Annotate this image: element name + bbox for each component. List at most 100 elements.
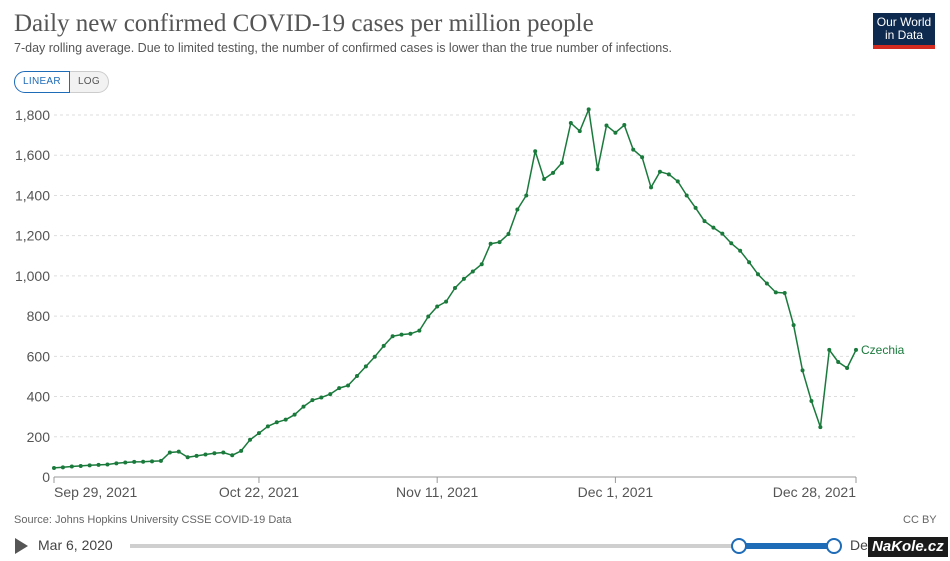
x-tick-label: Nov 11, 2021 xyxy=(396,484,478,500)
chart-title: Daily new confirmed COVID-19 cases per m… xyxy=(14,10,594,37)
data-point xyxy=(631,147,636,152)
data-point xyxy=(96,462,101,467)
data-point xyxy=(328,392,333,397)
data-point xyxy=(524,193,529,198)
line-chart: 0 200 400 600 800 1,000 1,200 1,400 1,600 1,800 S… xyxy=(15,107,905,500)
scale-toggle: LINEAR LOG xyxy=(14,71,109,93)
data-point xyxy=(479,262,484,267)
watermark: NaKole.cz xyxy=(868,537,948,557)
data-point xyxy=(791,323,796,328)
data-point xyxy=(346,383,351,388)
data-point xyxy=(542,176,547,181)
play-icon[interactable] xyxy=(15,538,28,554)
timeline-track[interactable] xyxy=(130,544,833,548)
data-point xyxy=(720,231,725,236)
data-point xyxy=(176,449,181,454)
data-point xyxy=(693,205,698,210)
data-point xyxy=(248,437,253,442)
data-point xyxy=(283,417,288,422)
gridlines xyxy=(54,114,856,478)
y-tick-label: 1,800 xyxy=(15,107,50,123)
timeline-start-handle[interactable] xyxy=(731,538,747,554)
data-point xyxy=(399,332,404,337)
y-tick-label: 600 xyxy=(27,348,51,364)
data-point xyxy=(319,395,324,400)
data-point xyxy=(497,240,502,245)
data-point xyxy=(390,334,395,339)
data-point xyxy=(354,374,359,379)
data-point xyxy=(800,368,805,373)
data-point xyxy=(141,459,146,464)
linear-scale-button[interactable]: LINEAR xyxy=(14,71,70,93)
data-point xyxy=(230,453,235,458)
data-point xyxy=(453,285,457,290)
data-point xyxy=(426,314,431,319)
data-point xyxy=(613,130,618,135)
data-point xyxy=(105,462,110,467)
data-point xyxy=(185,455,190,460)
data-point xyxy=(78,463,83,468)
data-point xyxy=(265,424,270,429)
data-point xyxy=(506,232,511,237)
data-point xyxy=(782,290,787,295)
data-point xyxy=(123,460,128,465)
data-point xyxy=(559,160,564,165)
data-point xyxy=(292,412,297,417)
y-tick-label: 200 xyxy=(27,429,51,445)
series-label: Czechia xyxy=(861,343,905,357)
data-point xyxy=(470,269,475,274)
data-point xyxy=(239,448,244,453)
timeline-start-label: Mar 6, 2020 xyxy=(38,537,113,553)
data-point xyxy=(738,248,743,253)
data-point xyxy=(702,219,707,224)
data-point xyxy=(622,123,627,128)
data-point xyxy=(150,459,155,464)
data-point xyxy=(764,281,769,286)
data-point xyxy=(114,461,119,466)
data-point xyxy=(711,225,716,230)
data-point xyxy=(435,304,440,309)
source-note[interactable]: Source: Johns Hopkins University CSSE CO… xyxy=(14,514,292,526)
data-point xyxy=(203,452,208,457)
data-point xyxy=(577,129,582,134)
timeline-selected-range[interactable] xyxy=(739,543,833,549)
timeline: Mar 6, 2020 Dec 28, 2021 xyxy=(0,532,950,560)
license-label[interactable]: CC BY xyxy=(903,514,937,526)
data-point xyxy=(827,347,832,352)
data-point xyxy=(818,425,823,430)
data-point xyxy=(773,290,778,295)
data-point xyxy=(221,450,226,455)
data-point xyxy=(301,404,306,409)
data-point xyxy=(158,458,163,463)
x-tick-label: Sep 29, 2021 xyxy=(54,484,138,500)
data-point xyxy=(337,386,342,391)
owid-logo[interactable]: Our World in Data xyxy=(873,13,935,49)
data-point xyxy=(256,431,261,436)
data-point xyxy=(533,149,538,154)
data-point xyxy=(595,167,600,172)
log-scale-button[interactable]: LOG xyxy=(69,71,109,93)
y-tick-label: 400 xyxy=(27,389,51,405)
data-point xyxy=(167,450,172,455)
data-point xyxy=(666,172,671,177)
data-point xyxy=(649,185,654,190)
data-point xyxy=(675,179,680,184)
x-tick-label: Dec 1, 2021 xyxy=(578,484,654,500)
data-point xyxy=(363,364,368,369)
data-point xyxy=(684,193,689,198)
data-point xyxy=(657,169,662,174)
y-tick-label: 800 xyxy=(27,308,51,324)
timeline-end-handle[interactable] xyxy=(826,538,842,554)
data-point xyxy=(381,343,386,348)
data-point xyxy=(755,272,760,277)
series-czechia: Czechia xyxy=(52,107,905,470)
x-axis: Sep 29, 2021 Oct 22, 2021 Nov 11, 2021 Dec … xyxy=(53,477,857,500)
data-point xyxy=(809,398,814,403)
y-tick-label: 1,000 xyxy=(15,268,50,284)
data-point xyxy=(417,328,422,333)
data-point xyxy=(747,260,752,265)
y-tick-label: 1,200 xyxy=(15,228,50,244)
data-point xyxy=(461,276,466,281)
data-point xyxy=(854,347,858,352)
data-point xyxy=(845,365,850,370)
